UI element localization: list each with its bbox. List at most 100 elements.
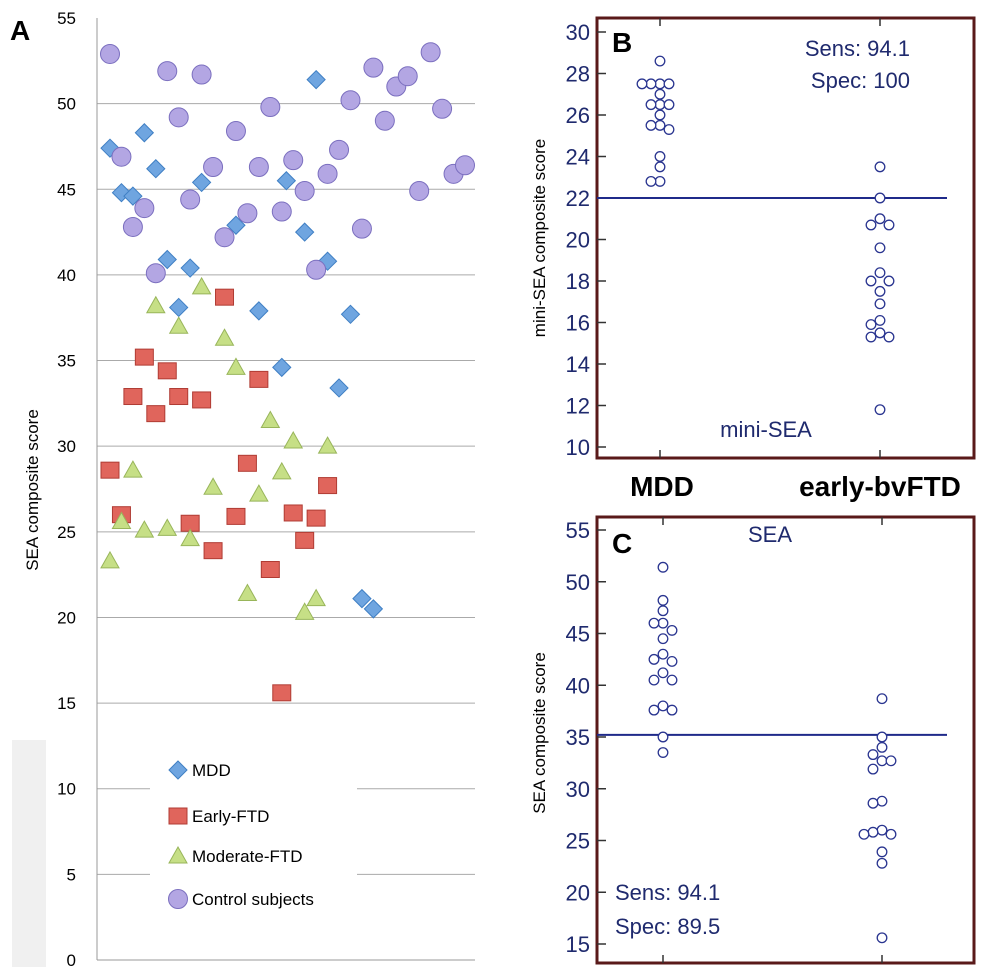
panel-b-point-early-bvftd — [874, 192, 886, 204]
panel-c-series-mdd — [648, 561, 678, 758]
panel-c-point-early-bvftd — [876, 731, 888, 743]
panel-a-side-strip — [12, 740, 46, 967]
point-moderate-ftd — [191, 276, 212, 295]
panel-c-point-early-bvftd — [876, 824, 888, 836]
point-moderate-ftd — [294, 602, 315, 620]
panel-b-point-early-bvftd — [883, 219, 895, 231]
point-early-ftd — [318, 477, 338, 495]
point-early-ftd — [157, 362, 177, 380]
panel-b-point-mdd — [654, 88, 666, 100]
panel-b-point-early-bvftd — [874, 285, 886, 297]
point-moderate-ftd — [145, 295, 166, 314]
panel-a-y-tick-label: 20 — [57, 608, 76, 627]
panel-b-point-mdd — [654, 119, 666, 131]
panel-b-point-early-bvftd — [874, 327, 886, 339]
panel-c-y-tick-label: 30 — [566, 777, 590, 802]
point-control-subjects — [409, 180, 430, 201]
panel-c-y-tick-label: 55 — [566, 518, 590, 543]
point-mdd — [306, 69, 326, 90]
point-early-ftd — [134, 348, 154, 366]
panel-b-y-tick-label: 10 — [566, 435, 590, 460]
panel-b-point-mdd — [654, 55, 666, 67]
point-mdd — [146, 159, 166, 179]
point-moderate-ftd — [317, 436, 338, 454]
point-control-subjects — [260, 97, 281, 118]
panel-c-point-mdd — [648, 674, 660, 686]
panel-c-point-mdd — [666, 624, 678, 636]
panel-c-point-early-bvftd — [867, 763, 879, 775]
panel-c-point-early-bvftd — [867, 749, 879, 761]
point-control-subjects — [134, 198, 155, 219]
panel-b-point-early-bvftd — [865, 319, 877, 331]
point-mdd — [340, 304, 361, 325]
panel-b-point-early-bvftd — [874, 267, 886, 279]
legend-marker-moderate-ftd — [168, 845, 188, 864]
panel-a-y-tick-label: 5 — [67, 865, 76, 884]
panel-a-y-tick-label: 10 — [57, 780, 76, 799]
panel-b-point-early-bvftd — [883, 275, 895, 287]
point-mdd — [276, 171, 297, 191]
panel-b-point-early-bvftd — [874, 298, 886, 310]
point-control-subjects — [455, 155, 475, 176]
panel-c: C 15 20 25 30 35 40 45 50 55 SEA composite score… — [530, 515, 976, 965]
panel-b-points — [636, 55, 895, 416]
panel-c-point-mdd — [657, 700, 669, 712]
point-moderate-ftd — [134, 520, 155, 538]
point-mdd — [363, 599, 384, 619]
point-control-subjects — [420, 42, 441, 63]
panel-b-point-mdd — [663, 99, 675, 111]
point-moderate-ftd — [157, 518, 178, 536]
panel-c-point-mdd — [657, 561, 669, 573]
point-moderate-ftd — [226, 357, 246, 375]
panel-b-letter: B — [612, 27, 632, 58]
panel-b-point-early-bvftd — [865, 219, 877, 231]
panel-b-point-mdd — [663, 78, 675, 90]
point-early-ftd — [100, 461, 120, 479]
point-moderate-ftd — [271, 461, 292, 480]
point-mdd — [249, 301, 269, 321]
point-mdd — [123, 186, 143, 206]
panel-b-y-tick-label: 22 — [566, 186, 590, 211]
point-mdd — [157, 249, 177, 270]
point-control-subjects — [180, 189, 201, 210]
panel-c-point-early-bvftd — [876, 693, 888, 705]
panel-c-point-early-bvftd — [876, 846, 888, 858]
panel-c-y-tick-label: 20 — [566, 880, 590, 905]
panel-b-point-mdd — [663, 124, 675, 135]
point-moderate-ftd — [123, 460, 143, 478]
panel-b-point-mdd — [654, 161, 666, 173]
panel-c-point-mdd — [657, 617, 669, 629]
category-label-mdd: MDD — [630, 471, 694, 502]
panel-a-y-tick-label: 15 — [57, 694, 76, 713]
panel-c-points — [648, 561, 897, 944]
panel-c-point-mdd — [648, 704, 660, 716]
point-control-subjects — [237, 203, 258, 224]
point-moderate-ftd — [306, 588, 326, 607]
point-control-subjects — [145, 263, 166, 284]
panel-b-y-tick-label: 20 — [566, 228, 590, 253]
point-mdd — [352, 588, 372, 609]
panel-a-y-tick-label: 55 — [57, 9, 76, 28]
point-control-subjects — [100, 43, 120, 64]
panel-b-y-tick-label: 26 — [566, 103, 590, 128]
point-control-subjects — [122, 216, 143, 237]
point-early-ftd — [260, 560, 280, 578]
point-mdd — [329, 378, 349, 398]
panel-c-point-mdd — [666, 674, 678, 686]
panel-b-series-mdd — [636, 55, 675, 187]
point-mdd — [294, 222, 315, 242]
point-control-subjects — [351, 218, 372, 239]
panel-b-y-tick-label: 24 — [566, 145, 590, 170]
point-mdd — [191, 172, 212, 193]
point-control-subjects — [157, 61, 178, 82]
panel-b-point-mdd — [654, 151, 666, 162]
point-moderate-ftd — [237, 583, 258, 601]
point-early-ftd — [203, 542, 223, 560]
panel-b-point-early-bvftd — [865, 331, 877, 343]
panel-b-point-mdd — [654, 78, 666, 90]
legend-label-early-ftd: Early-FTD — [192, 807, 269, 826]
panel-c-point-mdd — [657, 648, 669, 660]
panel-c-point-mdd — [666, 704, 678, 716]
point-mdd — [272, 357, 292, 378]
point-control-subjects — [283, 150, 304, 171]
